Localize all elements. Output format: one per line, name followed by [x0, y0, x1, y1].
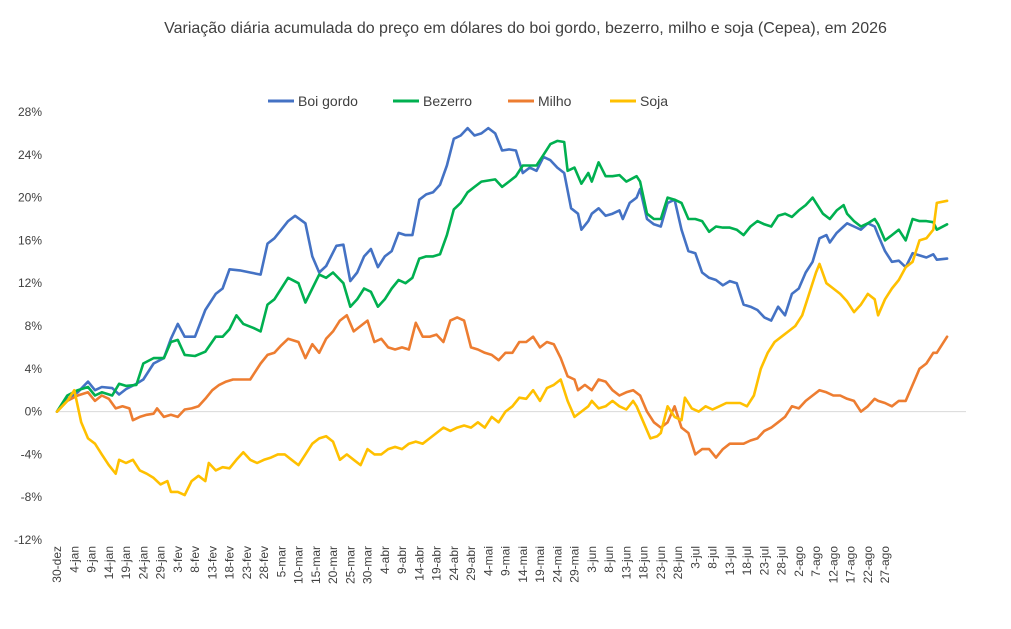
legend-label: Soja — [640, 93, 668, 109]
x-tick-label: 9-mai — [499, 546, 513, 576]
x-tick-label: 14-abr — [412, 546, 426, 581]
x-tick-label: 18-jun — [637, 546, 651, 579]
series-line-bezerro — [55, 139, 949, 413]
x-tick-label: 14-mai — [516, 546, 530, 583]
x-tick-label: 20-mar — [326, 546, 340, 584]
y-tick-label: 28% — [18, 105, 42, 119]
x-tick-label: 24-jan — [136, 546, 150, 579]
x-tick-label: 4-jan — [67, 546, 81, 573]
x-axis: 30-dez 4-jan 9-jan 14-jan 19-jan 24-jan 29-jan… — [50, 546, 892, 584]
x-tick-label: 24-mai — [550, 546, 564, 583]
x-tick-label: 23-jun — [654, 546, 668, 579]
x-tick-label: 19-jan — [119, 546, 133, 579]
y-tick-label: 4% — [25, 362, 43, 376]
x-tick-label: 10-mar — [292, 546, 306, 584]
x-tick-label: 30-mar — [361, 546, 375, 584]
series-lines — [55, 126, 949, 497]
x-tick-label: 14-jan — [102, 546, 116, 579]
x-tick-label: 3-fev — [171, 546, 185, 573]
series-line-milho — [55, 314, 949, 459]
x-tick-label: 15-mar — [309, 546, 323, 584]
x-tick-label: 19-abr — [430, 546, 444, 581]
x-tick-label: 9-abr — [395, 546, 409, 574]
x-tick-label: 24-abr — [447, 546, 461, 581]
x-tick-label: 29-abr — [464, 546, 478, 581]
x-tick-label: 13-jul — [723, 546, 737, 575]
y-tick-label: 8% — [25, 319, 43, 333]
x-tick-label: 28-fev — [257, 546, 271, 579]
x-tick-label: 25-mar — [343, 546, 357, 584]
x-tick-label: 3-jun — [585, 546, 599, 573]
x-tick-label: 28-jun — [671, 546, 685, 579]
x-tick-label: 9-jan — [85, 546, 99, 573]
x-tick-label: 4-abr — [378, 546, 392, 574]
x-tick-label: 13-fev — [205, 546, 219, 579]
y-tick-label: 20% — [18, 191, 42, 205]
y-tick-label: -4% — [21, 447, 43, 461]
x-tick-label: 3-jul — [688, 546, 702, 569]
legend-label: Boi gordo — [298, 93, 358, 109]
legend-label: Bezerro — [423, 93, 472, 109]
x-tick-label: 7-ago — [809, 546, 823, 577]
x-tick-label: 27-ago — [878, 546, 892, 584]
y-axis: -12% -8% -4% 0% 4% 8% 12% 16% 20% 24% 28% — [14, 105, 42, 547]
x-tick-label: 8-jun — [602, 546, 616, 573]
x-tick-label: 8-fev — [188, 546, 202, 573]
x-tick-label: 30-dez — [50, 546, 64, 583]
x-tick-label: 18-jul — [740, 546, 754, 575]
series-line-boi-gordo — [55, 126, 949, 413]
legend-label: Milho — [538, 93, 572, 109]
legend: Boi gordo Bezerro Milho Soja — [268, 93, 668, 109]
x-tick-label: 28-jul — [775, 546, 789, 575]
x-tick-label: 12-ago — [826, 546, 840, 584]
y-tick-label: 16% — [18, 233, 42, 247]
x-tick-label: 13-jun — [619, 546, 633, 579]
x-tick-label: 22-ago — [861, 546, 875, 584]
x-tick-label: 18-fev — [223, 546, 237, 579]
chart-title: Variação diária acumulada do preço em dó… — [164, 20, 887, 37]
y-tick-label: 0% — [25, 405, 43, 419]
y-tick-label: -12% — [14, 533, 42, 547]
x-tick-label: 23-jul — [757, 546, 771, 575]
y-tick-label: -8% — [21, 490, 43, 504]
y-tick-label: 24% — [18, 148, 42, 162]
x-tick-label: 23-fev — [240, 546, 254, 579]
x-tick-label: 19-mai — [533, 546, 547, 583]
x-tick-label: 17-ago — [844, 546, 858, 584]
x-tick-label: 29-jan — [154, 546, 168, 579]
x-tick-label: 8-jul — [706, 546, 720, 569]
x-tick-label: 5-mar — [274, 546, 288, 577]
x-tick-label: 29-mai — [568, 546, 582, 583]
x-tick-label: 4-mai — [481, 546, 495, 576]
y-tick-label: 12% — [18, 276, 42, 290]
x-tick-label: 2-ago — [792, 546, 806, 577]
series-line-soja — [55, 199, 949, 497]
